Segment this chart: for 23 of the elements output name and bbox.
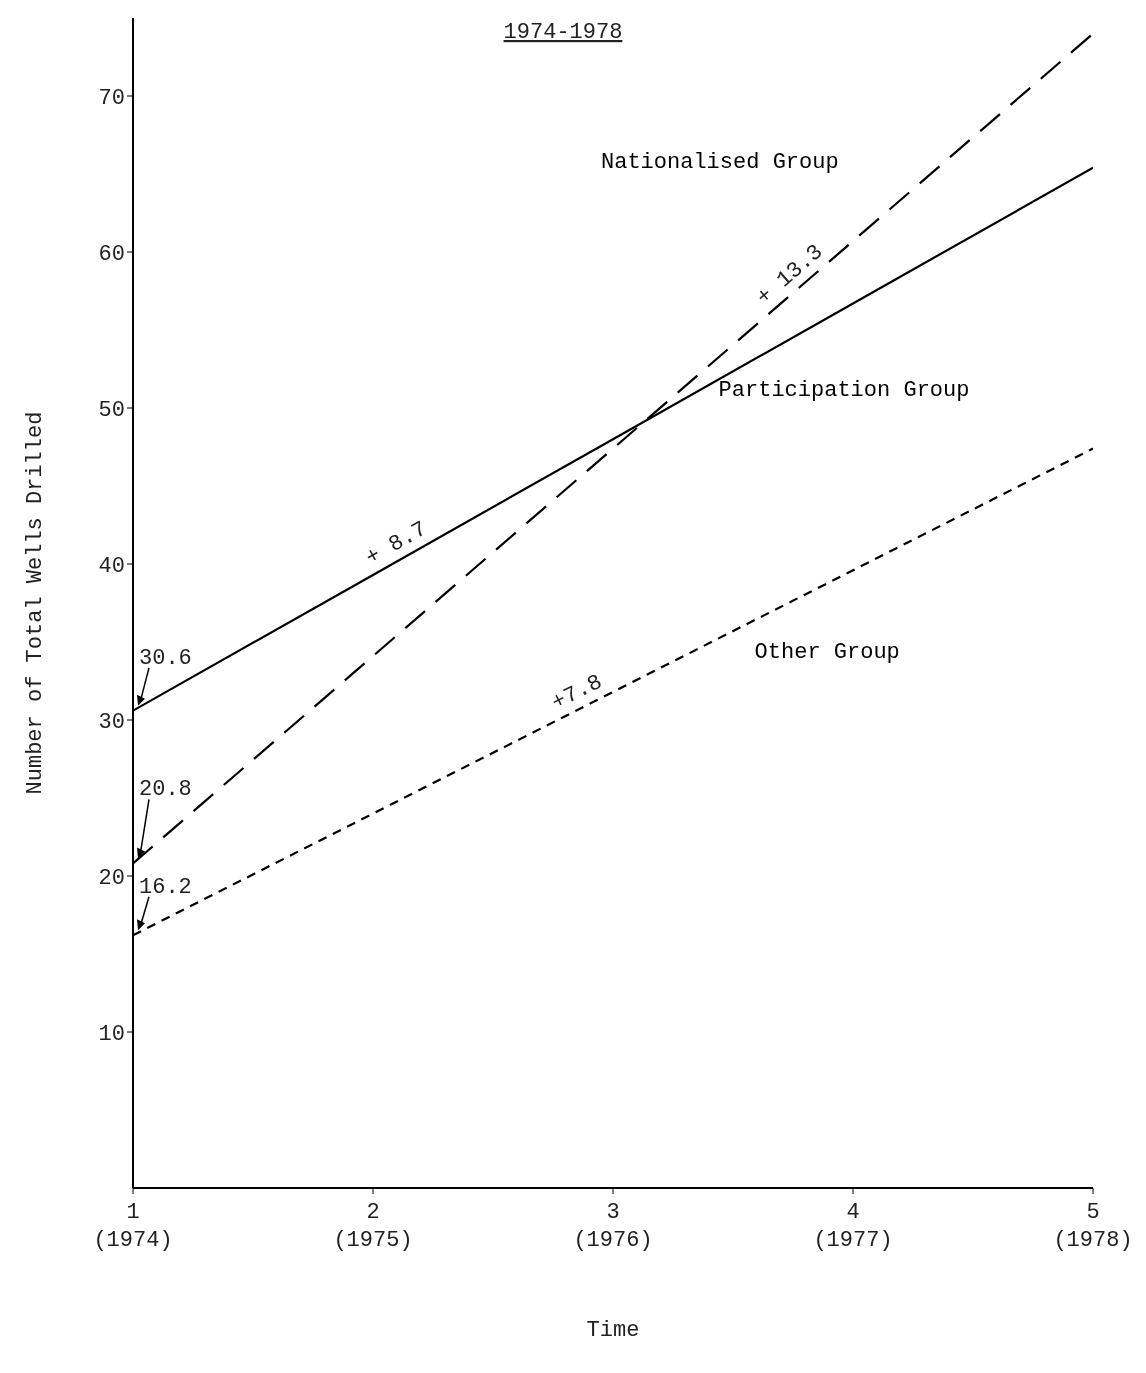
y-tick-label: 20 — [98, 865, 125, 891]
x-tick-label: 2 (1975) — [333, 1200, 413, 1253]
data-label: 16.2 — [139, 874, 192, 900]
y-tick-label: 50 — [98, 397, 125, 423]
x-axis-title: Time — [586, 1318, 640, 1343]
x-tick-label: 5 (1978) — [1053, 1200, 1133, 1253]
y-axis-title: Number of Total Wells Drilled — [23, 411, 48, 795]
annotation: + 8.7 — [361, 516, 432, 571]
annotation: +7.8 — [547, 669, 607, 716]
text: Nationalised Group — [601, 149, 839, 175]
x-tick-label: 3 (1976) — [573, 1200, 653, 1253]
y-tick-label: 70 — [98, 85, 125, 111]
x-tick-label: 1 (1974) — [93, 1200, 173, 1253]
chart-title: 1974-1978 — [503, 20, 623, 45]
y-tick-label: 60 — [98, 241, 125, 267]
x-tick-label: 4 (1977) — [813, 1200, 893, 1253]
y-tick-label: 30 — [98, 709, 125, 735]
y-tick-label: 10 — [98, 1021, 125, 1047]
series-label: Other Group — [754, 639, 900, 665]
series-label: Participation Group — [718, 377, 970, 403]
data-label: 30.6 — [139, 645, 192, 671]
data-label: 20.8 — [139, 777, 192, 803]
y-tick-label: 40 — [98, 553, 125, 579]
